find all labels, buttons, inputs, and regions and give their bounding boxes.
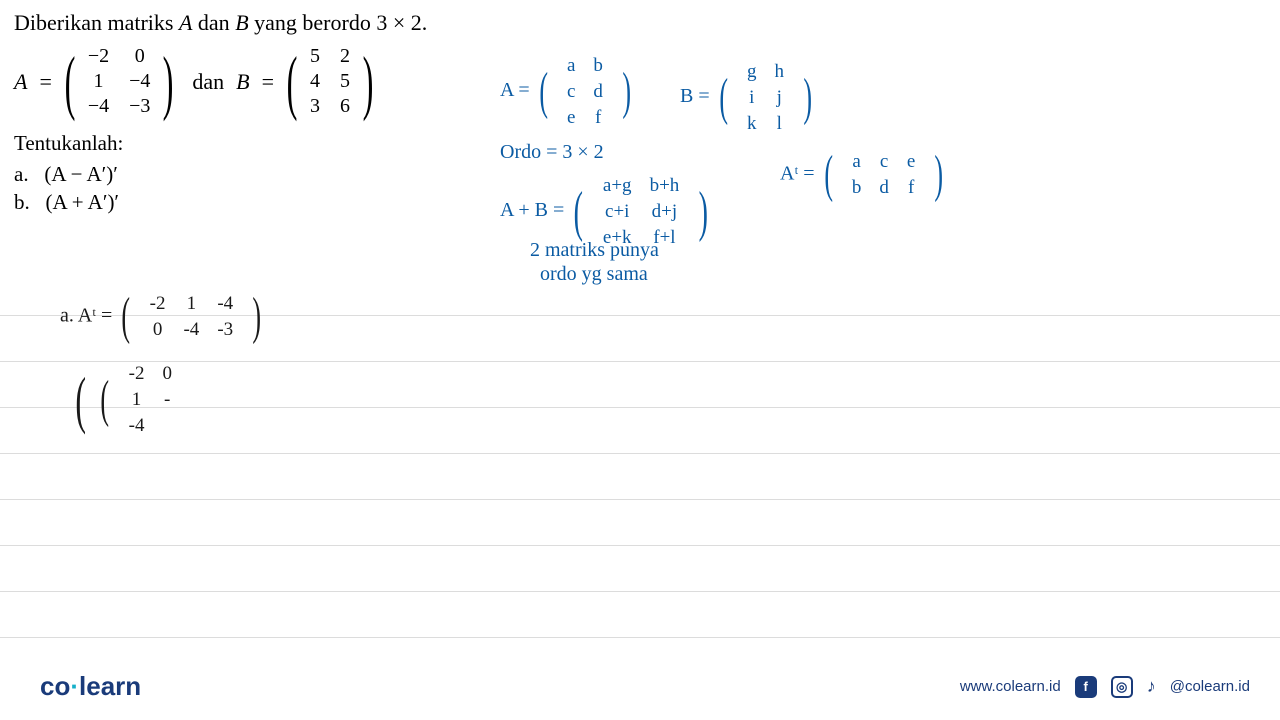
title-pre: Diberikan matriks bbox=[14, 10, 179, 35]
footer-handle: @colearn.id bbox=[1170, 678, 1250, 695]
prompt-text: Tentukanlah: bbox=[14, 131, 1266, 156]
instagram-icon: ◎ bbox=[1111, 676, 1133, 698]
footer-url: www.colearn.id bbox=[960, 678, 1061, 695]
matrix-B-label: B bbox=[236, 69, 249, 95]
title-A: A bbox=[179, 10, 192, 35]
matrix-B: ( 52 45 36 ) bbox=[280, 44, 380, 119]
title-mid1: dan bbox=[192, 10, 235, 35]
matrix-A-body: −20 1−4 −4−3 bbox=[78, 44, 161, 119]
matrix-B-body: 52 45 36 bbox=[300, 44, 360, 119]
problem-title: Diberikan matriks A dan B yang berordo 3… bbox=[14, 10, 1266, 36]
hw-def-A: A = ( abcdef ) bbox=[500, 52, 635, 131]
matrices-definition: A = ( −20 1−4 −4−3 ) dan B = ( 52 45 36 … bbox=[14, 44, 1266, 119]
hw-A-transpose: Aᵗ = ( acebdf ) bbox=[780, 148, 948, 202]
facebook-icon: f bbox=[1075, 676, 1097, 698]
hw-ordo: Ordo = 3 × 2 bbox=[500, 140, 604, 165]
footer: co·learn www.colearn.id f ◎ ♪ @colearn.i… bbox=[0, 671, 1280, 702]
hw-note-1: 2 matriks punya bbox=[530, 238, 659, 263]
footer-right: www.colearn.id f ◎ ♪ @colearn.id bbox=[960, 676, 1250, 698]
hw-note-2: ordo yg sama bbox=[540, 262, 648, 287]
paren-right-icon: ) bbox=[163, 52, 174, 112]
tiktok-icon: ♪ bbox=[1147, 676, 1156, 697]
eq-sign-A: = bbox=[39, 69, 51, 95]
hw-def-B: B = ( ghijkl ) bbox=[680, 58, 816, 137]
colearn-logo: co·learn bbox=[40, 671, 141, 702]
hw-answer-a: a. Aᵗ = ( -21-40-4-3 ) bbox=[60, 290, 265, 344]
paren-right-icon: ) bbox=[363, 52, 374, 112]
paren-left-icon: ( bbox=[64, 52, 75, 112]
matrix-A-label: A bbox=[14, 69, 27, 95]
matrix-A: ( −20 1−4 −4−3 ) bbox=[58, 44, 181, 119]
eq-sign-B: = bbox=[262, 69, 274, 95]
paren-left-icon: ( bbox=[287, 52, 298, 112]
hw-answer-a2: ( ( -201- -4 bbox=[70, 360, 182, 439]
title-B: B bbox=[235, 10, 248, 35]
title-mid2: yang berordo 3 × 2. bbox=[249, 10, 428, 35]
dan-text: dan bbox=[192, 69, 224, 95]
